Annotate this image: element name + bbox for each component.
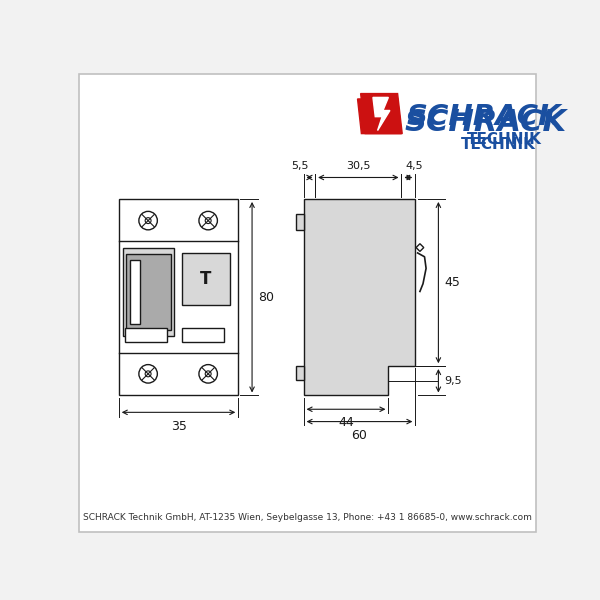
Polygon shape	[371, 102, 385, 130]
Polygon shape	[358, 99, 401, 134]
Text: SCHRACK: SCHRACK	[404, 107, 566, 137]
Text: 35: 35	[170, 420, 187, 433]
FancyBboxPatch shape	[125, 328, 167, 342]
Text: 30,5: 30,5	[346, 161, 371, 172]
FancyBboxPatch shape	[182, 253, 230, 305]
FancyBboxPatch shape	[126, 254, 171, 330]
FancyBboxPatch shape	[79, 74, 536, 532]
Polygon shape	[296, 366, 304, 380]
Text: TECHNIK: TECHNIK	[467, 132, 542, 147]
Text: 5,5: 5,5	[291, 161, 308, 172]
Polygon shape	[304, 199, 415, 395]
FancyBboxPatch shape	[119, 199, 238, 395]
Polygon shape	[296, 214, 304, 230]
Text: SCHRACK: SCHRACK	[407, 103, 562, 131]
Text: 9,5: 9,5	[445, 376, 462, 386]
Text: 45: 45	[445, 276, 460, 289]
Text: T: T	[200, 270, 212, 288]
FancyBboxPatch shape	[130, 260, 140, 324]
Text: 4,5: 4,5	[406, 161, 424, 172]
FancyBboxPatch shape	[123, 248, 174, 336]
Text: TECHNIK: TECHNIK	[461, 137, 535, 152]
Polygon shape	[416, 244, 424, 251]
Text: 60: 60	[352, 428, 367, 442]
FancyBboxPatch shape	[182, 328, 224, 342]
Text: 44: 44	[338, 416, 354, 429]
Polygon shape	[373, 97, 390, 131]
Text: SCHRACK Technik GmbH, AT-1235 Wien, Seybelgasse 13, Phone: +43 1 86685-0, www.sc: SCHRACK Technik GmbH, AT-1235 Wien, Seyb…	[83, 512, 532, 521]
Text: 80: 80	[258, 291, 274, 304]
Polygon shape	[361, 94, 402, 134]
